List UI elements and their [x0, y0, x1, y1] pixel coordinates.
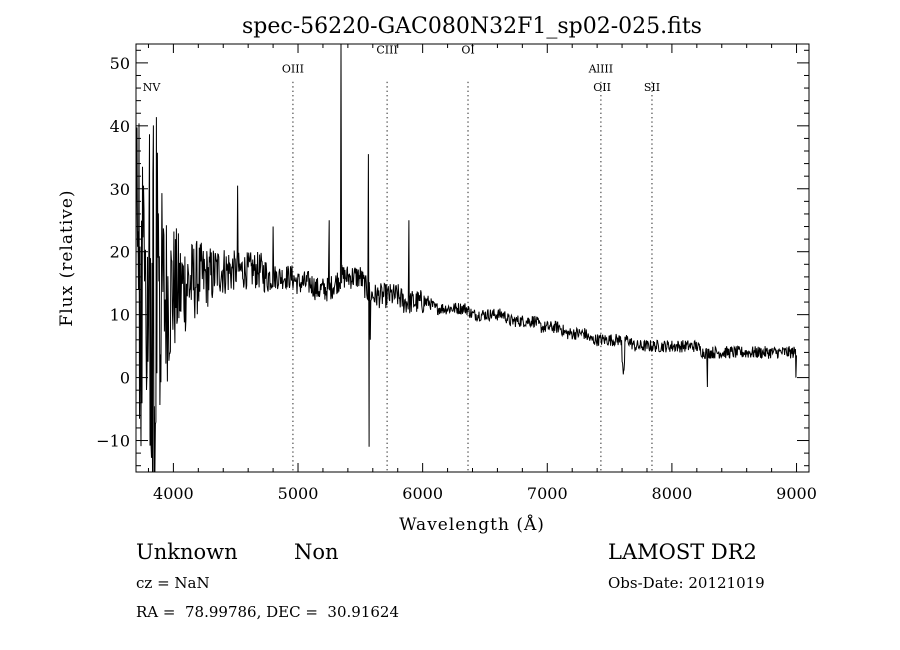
- x-tick-label: 5000: [278, 484, 319, 503]
- line-label-oi: OI: [461, 43, 474, 56]
- x-tick-label: 6000: [402, 484, 443, 503]
- y-tick-label: 20: [110, 243, 130, 262]
- y-tick-label: 30: [110, 180, 130, 199]
- plot-frame: [135, 43, 810, 473]
- line-label-aliii: AlIII: [588, 62, 614, 75]
- y-tick-label: 10: [110, 306, 130, 325]
- y-axis-label: Flux (relative): [57, 189, 77, 326]
- coordinates-label: RA = 78.99786, DEC = 30.91624: [136, 603, 400, 621]
- redshift-label: cz = NaN: [136, 574, 210, 592]
- observation-date: Obs-Date: 20121019: [608, 574, 765, 592]
- x-tick-label: 4000: [153, 484, 194, 503]
- x-tick-label: 9000: [776, 484, 817, 503]
- x-tick-label: 7000: [527, 484, 568, 503]
- y-tick-label: 40: [110, 117, 130, 136]
- object-class: Unknown: [136, 540, 238, 564]
- survey-name: LAMOST DR2: [608, 540, 757, 564]
- x-tick-label: 8000: [652, 484, 693, 503]
- line-label-oii: OII: [593, 81, 611, 94]
- line-label-nv: NV: [143, 81, 162, 94]
- x-axis-label: Wavelength (Å): [399, 514, 545, 535]
- y-tick-label: 0: [120, 369, 130, 388]
- spectrum-line: [136, 44, 797, 472]
- line-label-oiii: OIII: [282, 62, 304, 75]
- y-tick-label: −10: [96, 432, 130, 451]
- object-subclass: Non: [294, 540, 339, 564]
- line-label-sii: SII: [644, 81, 660, 94]
- chart-title: spec-56220-GAC080N32F1_sp02-025.fits: [242, 14, 702, 39]
- y-tick-label: 50: [110, 54, 130, 73]
- line-label-ciii: CIII: [376, 43, 397, 56]
